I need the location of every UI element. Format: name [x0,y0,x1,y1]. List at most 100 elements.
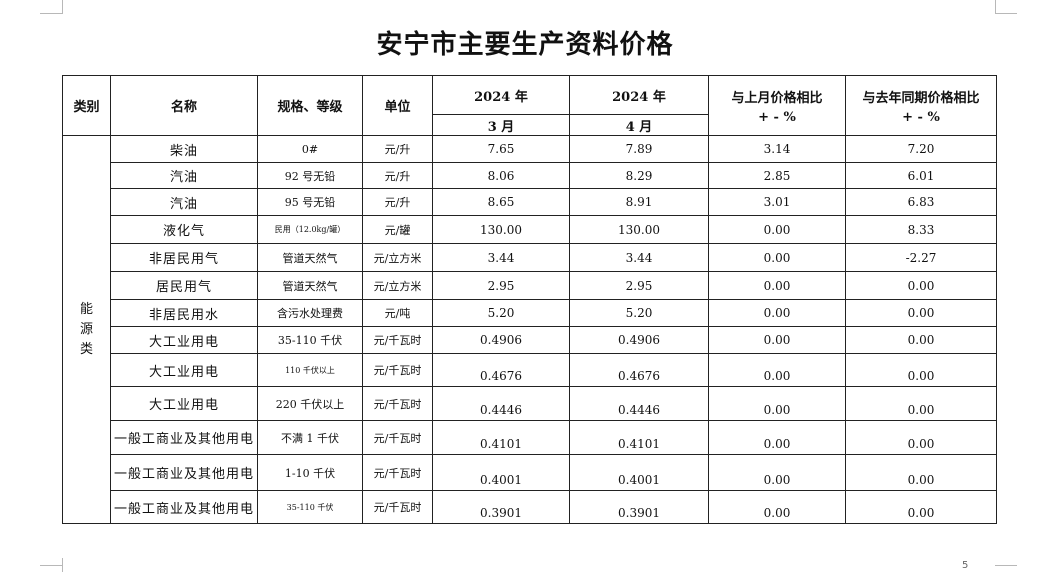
item-name: 大工业用电 [110,326,258,354]
price-march: 0.3901 [432,490,570,524]
crop-mark-top-right-h [995,13,1017,14]
change-yoy: -2.27 [845,243,997,272]
change-mom: 0.00 [708,420,846,455]
price-april: 130.00 [569,215,709,244]
change-mom: 0.00 [708,299,846,327]
item-unit: 元/千瓦时 [362,420,433,455]
table-row: 汽油 92 号无铅 元/升 8.06 8.29 2.85 6.01 [63,162,997,189]
item-spec: 220 千伏以上 [257,386,363,421]
item-spec: 民用（12.0kg/罐） [257,215,363,244]
category-cell: 能源类 [62,135,111,524]
price-april: 0.4676 [569,353,709,387]
price-april: 0.4446 [569,386,709,421]
header-year-march: 2024 年 [432,75,570,115]
price-march: 8.65 [432,188,570,216]
item-spec: 35-110 千伏 [257,326,363,354]
change-yoy: 0.00 [845,271,997,300]
change-yoy: 6.01 [845,162,997,189]
price-march: 8.06 [432,162,570,189]
change-yoy: 0.00 [845,386,997,421]
item-name: 液化气 [110,215,258,244]
price-april: 0.4001 [569,454,709,491]
header-month-march: 3 月 [432,114,570,136]
price-march: 0.4446 [432,386,570,421]
change-yoy: 0.00 [845,490,997,524]
price-april: 7.89 [569,135,709,163]
table-row: 一般工商业及其他用电 35-110 千伏 元/千瓦时 0.3901 0.3901 0.00… [63,490,997,524]
change-yoy: 0.00 [845,326,997,354]
table-row: 一般工商业及其他用电 不满 1 千伏 元/千瓦时 0.4101 0.4101 0.00 0.… [63,420,997,455]
crop-mark-top-left-v [62,0,63,14]
table-row: 大工业用电 220 千伏以上 元/千瓦时 0.4446 0.4446 0.00 0.00 [63,386,997,421]
item-name: 一般工商业及其他用电 [110,454,258,491]
price-april: 5.20 [569,299,709,327]
item-unit: 元/千瓦时 [362,386,433,421]
item-name: 大工业用电 [110,386,258,421]
item-name: 汽油 [110,162,258,189]
header-mom-line1: 与上月价格相比 [731,90,823,106]
crop-mark-top-left-h [40,13,62,14]
item-name: 大工业用电 [110,353,258,387]
item-spec: 35-110 千伏 [257,490,363,524]
item-unit: 元/吨 [362,299,433,327]
page-title: 安宁市主要生产资料价格 [376,30,674,60]
header-row-1: 类别 名称 规格、等级 单位 2024 年 2024 年 与上月价格相比 + -… [62,75,997,136]
header-name: 名称 [110,75,258,136]
item-name: 柴油 [110,135,258,163]
change-mom: 0.00 [708,215,846,244]
price-april: 0.3901 [569,490,709,524]
price-march: 0.4001 [432,454,570,491]
price-april: 2.95 [569,271,709,300]
table-row: 一般工商业及其他用电 1-10 千伏 元/千瓦时 0.4001 0.4001 0.00 0.… [63,454,997,491]
crop-mark-bottom-right-h [995,565,1017,566]
item-unit: 元/立方米 [362,271,433,300]
change-yoy: 0.00 [845,353,997,387]
crop-mark-top-right-v [995,0,996,14]
item-unit: 元/千瓦时 [362,326,433,354]
change-yoy: 8.33 [845,215,997,244]
price-march: 2.95 [432,271,570,300]
change-mom: 0.00 [708,243,846,272]
price-march: 130.00 [432,215,570,244]
item-unit: 元/升 [362,162,433,189]
item-spec: 不满 1 千伏 [257,420,363,455]
item-unit: 元/立方米 [362,243,433,272]
change-mom: 0.00 [708,353,846,387]
crop-mark-bottom-left-h [40,565,62,566]
change-mom: 3.01 [708,188,846,216]
category-char: 类 [79,341,93,357]
header-mom-change: 与上月价格相比 + - % [708,75,846,136]
table-row: 能源类柴油 0# 元/升 7.65 7.89 3.14 7.20 [62,135,997,524]
table-row: 居民用气 管道天然气 元/立方米 2.95 2.95 0.00 0.00 [63,271,997,300]
item-unit: 元/千瓦时 [362,490,433,524]
change-mom: 0.00 [708,386,846,421]
item-name: 非居民用气 [110,243,258,272]
price-march: 0.4101 [432,420,570,455]
header-yoy-line2: + - % [902,109,940,125]
table-row: 大工业用电 35-110 千伏 元/千瓦时 0.4906 0.4906 0.00 0.00 [63,326,997,354]
item-unit: 元/千瓦时 [362,454,433,491]
change-yoy: 0.00 [845,454,997,491]
item-spec: 管道天然气 [257,271,363,300]
item-unit: 元/罐 [362,215,433,244]
change-mom: 0.00 [708,326,846,354]
change-mom: 3.14 [708,135,846,163]
header-unit: 单位 [362,75,433,136]
change-mom: 0.00 [708,490,846,524]
item-spec: 含污水处理费 [257,299,363,327]
item-name: 居民用气 [110,271,258,300]
price-march: 3.44 [432,243,570,272]
change-yoy: 0.00 [845,299,997,327]
change-mom: 0.00 [708,454,846,491]
price-march: 0.4676 [432,353,570,387]
price-april: 8.29 [569,162,709,189]
item-unit: 元/千瓦时 [362,353,433,387]
item-spec: 92 号无铅 [257,162,363,189]
item-name: 一般工商业及其他用电 [110,490,258,524]
item-unit: 元/升 [362,135,433,163]
change-yoy: 7.20 [845,135,997,163]
header-year-april: 2024 年 [569,75,709,115]
price-table: 类别 名称 规格、等级 单位 2024 年 2024 年 与上月价格相比 + -… [62,75,997,524]
price-march: 0.4906 [432,326,570,354]
change-yoy: 6.83 [845,188,997,216]
